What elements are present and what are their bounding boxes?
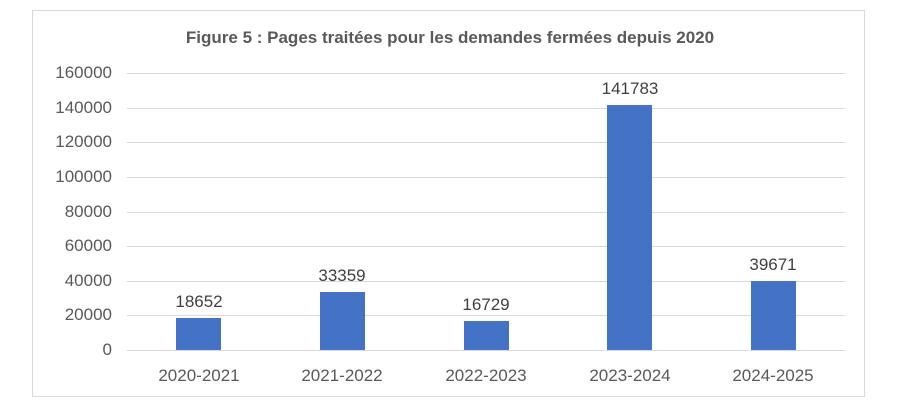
y-tick-label: 80000	[64, 202, 112, 221]
gridline	[127, 73, 845, 74]
x-tick-label: 2022-2023	[445, 366, 527, 385]
y-tick-label: 20000	[64, 305, 112, 324]
gridline	[127, 142, 845, 143]
y-tick-label: 160000	[55, 63, 112, 82]
gridline	[127, 212, 845, 213]
data-label: 16729	[462, 295, 510, 314]
y-tick-label: 120000	[55, 132, 112, 151]
y-tick-label: 0	[102, 340, 112, 359]
bar-2023-2024	[607, 105, 652, 350]
y-tick-label: 100000	[55, 167, 112, 186]
y-tick-label: 40000	[64, 271, 112, 290]
gridline	[127, 350, 845, 351]
y-tick-label: 140000	[55, 98, 112, 117]
x-tick-label: 2020-2021	[158, 366, 240, 385]
gridline	[127, 177, 845, 178]
bar-2024-2025	[751, 281, 796, 350]
gridline	[127, 108, 845, 109]
x-tick-label: 2024-2025	[732, 366, 814, 385]
chart-title: Figure 5 : Pages traitées pour les deman…	[185, 28, 715, 47]
chart-frame	[32, 10, 865, 397]
x-tick-label: 2023-2024	[589, 366, 671, 385]
gridline	[127, 246, 845, 247]
bar-2022-2023	[464, 321, 509, 350]
data-label: 39671	[749, 255, 797, 274]
bar-2021-2022	[320, 292, 365, 350]
x-tick-label: 2021-2022	[301, 366, 383, 385]
gridline	[127, 315, 845, 316]
data-label: 33359	[318, 266, 366, 285]
gridline	[127, 281, 845, 282]
data-label: 18652	[175, 292, 223, 311]
y-tick-label: 60000	[64, 236, 112, 255]
bar-2020-2021	[176, 318, 221, 350]
data-label: 141783	[601, 79, 659, 98]
